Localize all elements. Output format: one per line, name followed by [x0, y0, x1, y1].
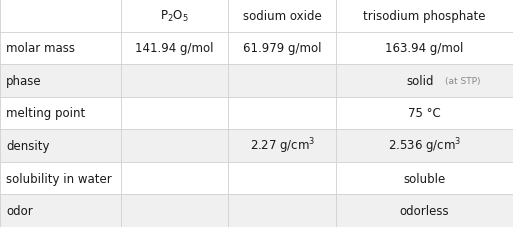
Bar — [228, 0, 336, 32]
Text: 2.27 g/cm$^3$: 2.27 g/cm$^3$ — [249, 136, 315, 156]
Bar — [336, 97, 513, 130]
Bar — [228, 32, 336, 65]
Bar — [0, 195, 121, 227]
Text: solubility in water: solubility in water — [6, 172, 112, 185]
Text: trisodium phosphate: trisodium phosphate — [363, 10, 486, 23]
Bar — [228, 195, 336, 227]
Text: molar mass: molar mass — [6, 42, 75, 55]
Text: melting point: melting point — [6, 107, 85, 120]
Bar — [0, 162, 121, 195]
Bar — [336, 65, 513, 97]
Bar — [336, 0, 513, 32]
Text: odor: odor — [6, 204, 33, 217]
Bar — [121, 97, 228, 130]
Bar — [121, 162, 228, 195]
Text: 141.94 g/mol: 141.94 g/mol — [135, 42, 214, 55]
Bar — [0, 130, 121, 162]
Text: density: density — [6, 139, 49, 152]
Bar — [0, 65, 121, 97]
Bar — [228, 97, 336, 130]
Text: 2.536 g/cm$^3$: 2.536 g/cm$^3$ — [388, 136, 461, 156]
Bar — [336, 195, 513, 227]
Bar — [121, 65, 228, 97]
Bar — [336, 130, 513, 162]
Bar — [121, 32, 228, 65]
Text: 163.94 g/mol: 163.94 g/mol — [385, 42, 464, 55]
Bar — [0, 32, 121, 65]
Text: 75 °C: 75 °C — [408, 107, 441, 120]
Bar — [0, 97, 121, 130]
Text: P$_2$O$_5$: P$_2$O$_5$ — [160, 9, 189, 24]
Text: (at STP): (at STP) — [444, 76, 480, 86]
Bar — [336, 32, 513, 65]
Bar — [0, 0, 121, 32]
Text: solid: solid — [406, 75, 434, 88]
Bar — [121, 130, 228, 162]
Bar — [121, 0, 228, 32]
Text: soluble: soluble — [403, 172, 446, 185]
Text: sodium oxide: sodium oxide — [243, 10, 322, 23]
Text: phase: phase — [6, 75, 42, 88]
Text: odorless: odorless — [400, 204, 449, 217]
Bar — [336, 162, 513, 195]
Text: 61.979 g/mol: 61.979 g/mol — [243, 42, 322, 55]
Bar — [228, 130, 336, 162]
Bar — [228, 65, 336, 97]
Bar — [121, 195, 228, 227]
Bar — [228, 162, 336, 195]
